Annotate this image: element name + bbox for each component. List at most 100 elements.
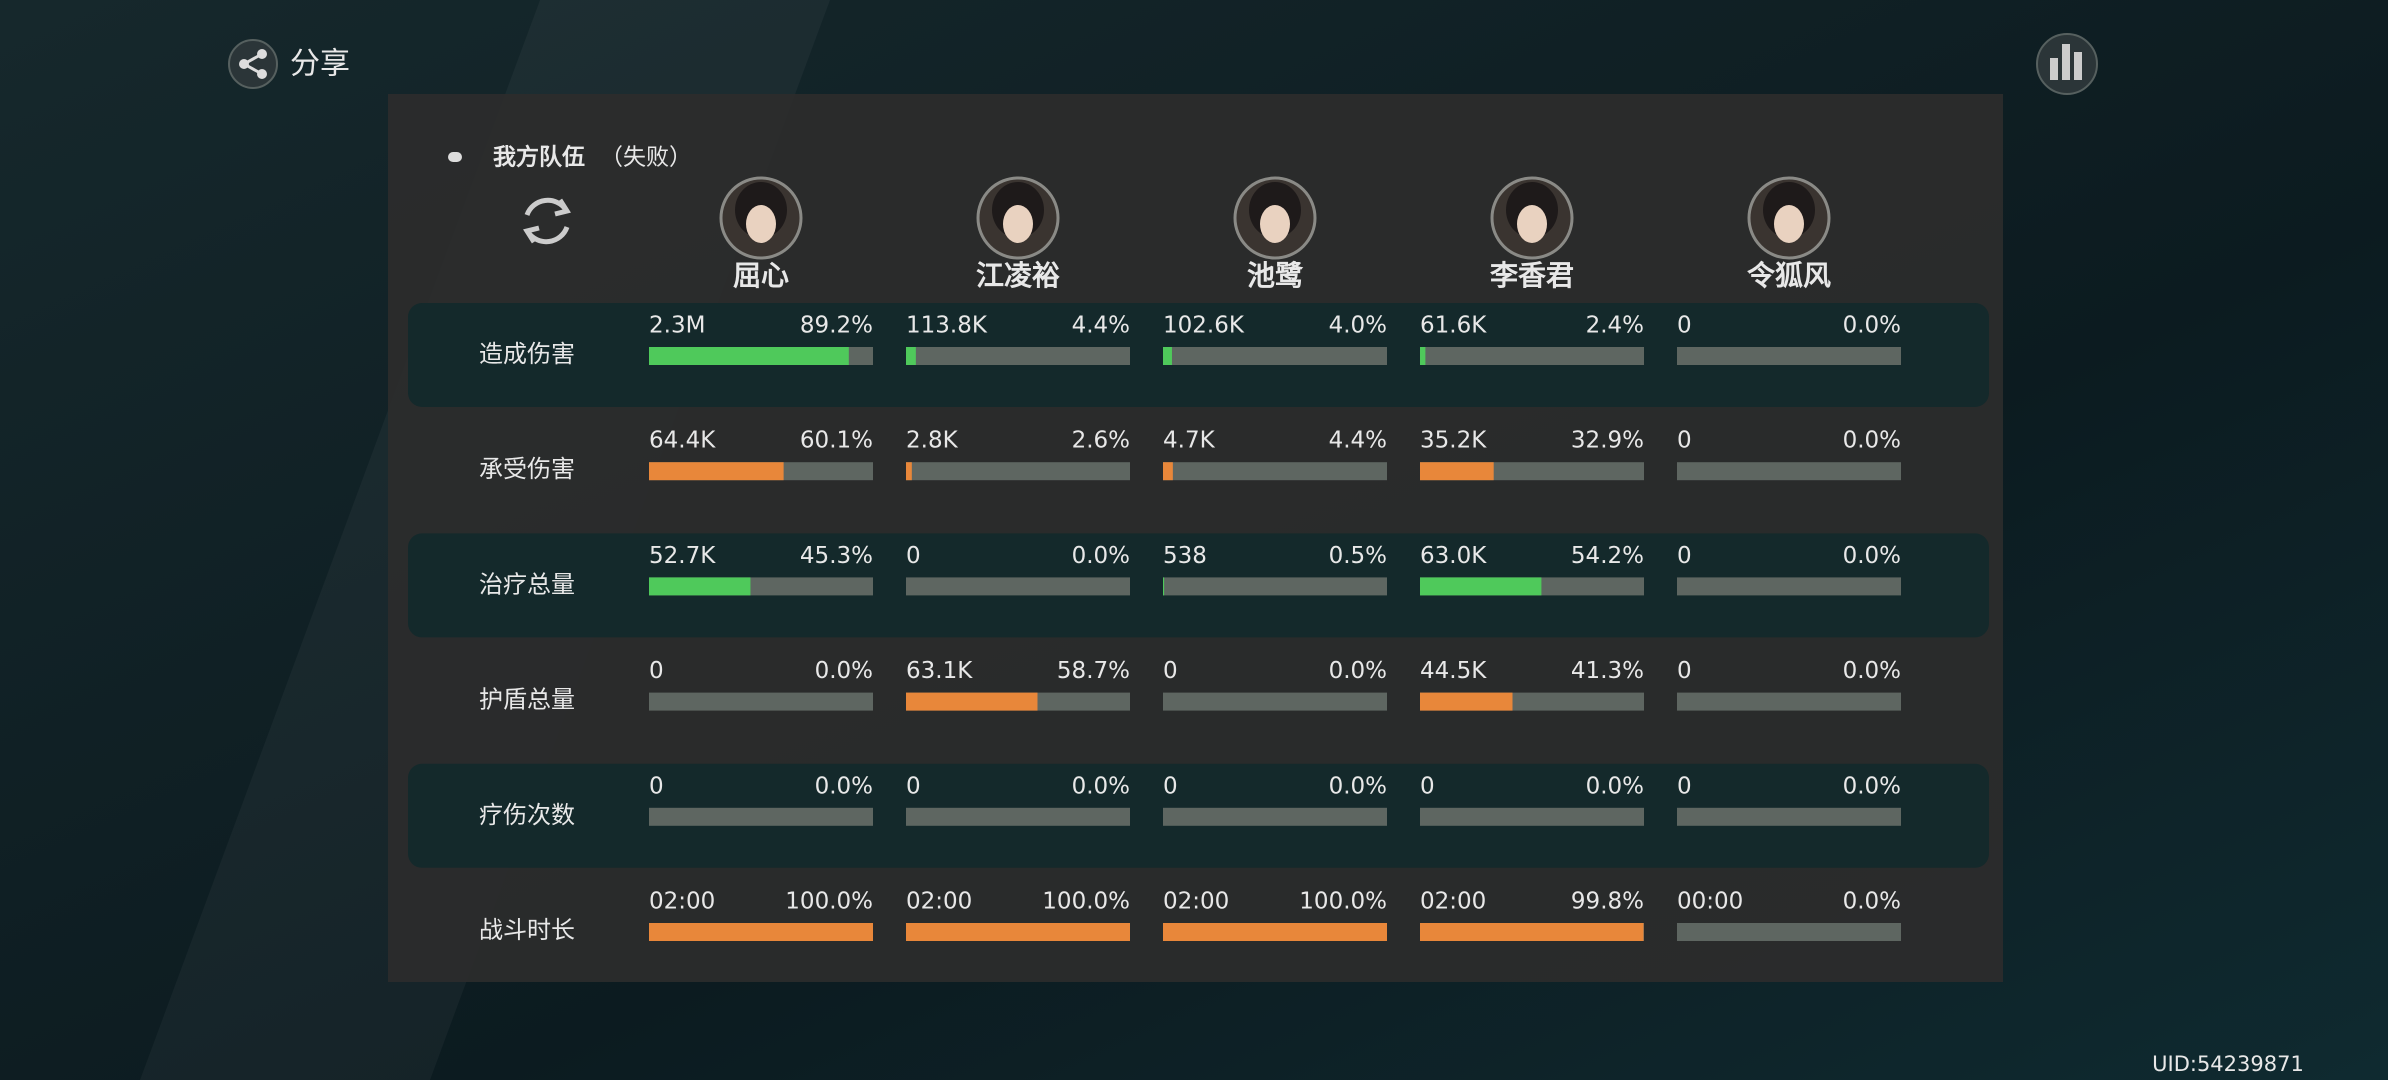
bar-track [1163,347,1387,365]
percent-label: 100.0% [1299,889,1387,915]
bar-track [1677,577,1901,596]
bar-track [1163,462,1387,481]
bar-fill [1163,923,1387,941]
bar-track [1420,347,1644,365]
bar-fill [906,692,1038,711]
amount: 0 [1677,773,1692,799]
avatar-face [1517,205,1547,243]
amount: 0 [1420,773,1435,799]
bar-fill [906,347,916,365]
amount: 102.6K [1163,313,1245,339]
bar-track [1163,807,1387,826]
avatar-face [1003,205,1033,243]
bar-fill [906,923,1130,941]
percent-label: 0.0% [1329,658,1387,684]
row-label: 承受伤害 [479,455,575,483]
bar-fill [649,577,751,596]
character-name: 令狐风 [1747,259,1831,292]
amount: 538 [1163,543,1207,569]
percent-label: 0.0% [1329,773,1387,799]
amount: 02:00 [1163,889,1229,915]
row-label: 治疗总量 [479,570,575,598]
percent-label: 54.2% [1571,543,1644,569]
bar-fill [1420,923,1644,941]
team-icon [448,152,462,162]
avatar-face [746,205,776,243]
amount: 2.8K [906,428,959,454]
bar-fill [1163,462,1173,481]
amount: 02:00 [649,889,715,915]
bar-fill [1420,692,1513,711]
amount: 02:00 [906,889,972,915]
bar-fill [906,462,912,481]
stats-button[interactable] [2036,33,2098,95]
percent-label: 60.1% [800,428,873,454]
bar-track [1677,462,1901,481]
percent-label: 58.7% [1057,658,1130,684]
bar-track [1677,807,1901,826]
refresh-button[interactable] [523,197,571,245]
amount: 0 [1677,658,1692,684]
percent-label: 32.9% [1571,428,1644,454]
percent-label: 0.0% [1586,773,1644,799]
amount: 2.3M [649,313,705,339]
bar-track [649,807,873,826]
amount: 35.2K [1420,428,1487,454]
amount: 113.8K [906,313,988,339]
bar-track [649,692,873,711]
percent-label: 0.0% [1843,773,1901,799]
avatar-face [1260,205,1290,243]
bar-track [1677,692,1901,711]
percent-label: 45.3% [800,543,873,569]
percent-label: 0.0% [815,773,873,799]
percent-label: 0.0% [1843,543,1901,569]
amount: 0 [649,773,664,799]
percent-label: 2.6% [1072,428,1130,454]
percent-label: 4.0% [1329,313,1387,339]
percent-label: 0.0% [1843,313,1901,339]
amount: 0 [1677,313,1692,339]
share-button[interactable]: 分享 [228,39,350,89]
bar-track [1163,692,1387,711]
character-name: 江凌裕 [976,259,1060,292]
bar-track [1677,923,1901,941]
amount: 0 [1677,428,1692,454]
amount: 02:00 [1420,889,1486,915]
amount: 52.7K [649,543,716,569]
percent-label: 2.4% [1586,313,1644,339]
bar-fill [1420,347,1426,365]
amount: 0 [1163,658,1178,684]
amount: 0 [1163,773,1178,799]
percent-label: 99.8% [1571,889,1644,915]
character-name: 池鹭 [1247,259,1304,292]
percent-label: 0.5% [1329,543,1387,569]
amount: 61.6K [1420,313,1487,339]
bar-fill [1163,577,1165,596]
row-label: 战斗时长 [479,916,575,944]
character-name: 李香君 [1490,259,1574,292]
bar-fill [1420,577,1542,596]
percent-label: 0.0% [815,658,873,684]
percent-label: 100.0% [785,889,873,915]
percent-label: 0.0% [1072,543,1130,569]
bar-fill [1163,347,1172,365]
bar-fill [649,347,849,365]
row-label: 疗伤次数 [479,801,575,829]
amount: 63.0K [1420,543,1487,569]
character-name: 屈心 [733,259,789,292]
bar-fill [1420,462,1494,481]
percent-label: 4.4% [1329,428,1387,454]
bar-track [906,462,1130,481]
amount: 0 [906,773,921,799]
row-label: 造成伤害 [479,340,575,368]
bar-track [1420,807,1644,826]
share-label: 分享 [290,47,350,82]
bar-track [906,577,1130,596]
percent-label: 100.0% [1042,889,1130,915]
bar-track [1677,347,1901,365]
bar-fill [649,462,784,481]
percent-label: 0.0% [1843,658,1901,684]
percent-label: 0.0% [1843,428,1901,454]
amount: 64.4K [649,428,716,454]
